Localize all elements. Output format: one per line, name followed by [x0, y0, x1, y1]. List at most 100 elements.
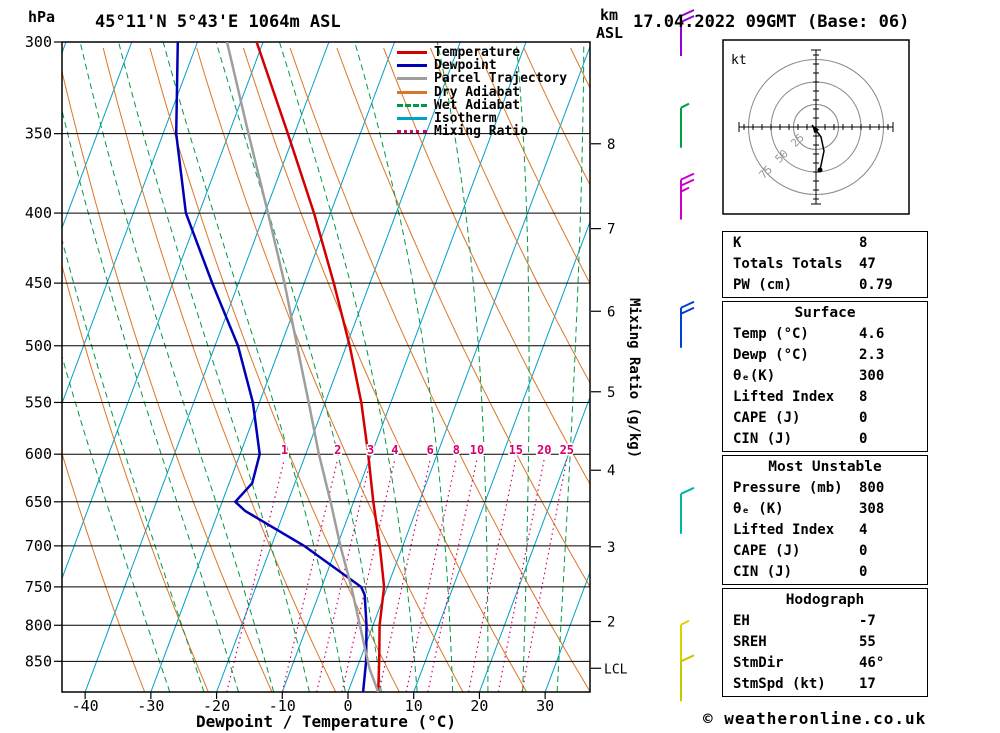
stat-value: 300: [859, 368, 885, 384]
stats-panel: Most Unstable Pressure (mb) 800 θₑ (K) 308 Li…: [722, 455, 928, 585]
temperature-curve: [255, 42, 386, 692]
svg-text:400: 400: [25, 204, 52, 222]
svg-text:700: 700: [25, 537, 52, 555]
legend-swatch-solid: [397, 90, 427, 94]
svg-text:650: 650: [25, 493, 52, 511]
legend-label: Parcel Trajectory: [434, 71, 568, 87]
wind-barb: [680, 486, 695, 534]
stat-label: CAPE (J): [733, 410, 801, 426]
stat-row: SREH 55: [723, 632, 927, 653]
legend-swatch-dotted: [397, 130, 427, 134]
stat-row: StmSpd (kt) 17: [723, 674, 927, 695]
wind-barb: [680, 619, 690, 665]
svg-text:LCL: LCL: [604, 662, 628, 677]
svg-text:350: 350: [25, 125, 52, 143]
stat-label: Totals Totals: [733, 256, 843, 272]
stat-label: SREH: [733, 634, 767, 650]
svg-text:0: 0: [343, 697, 352, 715]
stat-label: Temp (°C): [733, 326, 809, 342]
legend-item: Mixing Ratio: [397, 125, 567, 138]
stat-label: K: [733, 235, 742, 251]
svg-text:4: 4: [391, 443, 398, 457]
pressure-axis-unit: hPa: [28, 8, 56, 26]
svg-text:4: 4: [607, 463, 615, 479]
stat-label: Lifted Index: [733, 389, 835, 405]
svg-text:3: 3: [607, 540, 615, 556]
axis-tick-labels: 1 2 3 4 6 8 10 15 20 2530035040045050055060065070…: [25, 33, 628, 715]
page-title: 45°11'N 5°43'E 1064m ASL: [95, 12, 341, 32]
stat-label: θₑ(K): [733, 368, 776, 384]
svg-text:800: 800: [25, 616, 52, 634]
svg-text:300: 300: [25, 33, 52, 51]
svg-text:10: 10: [470, 443, 484, 457]
legend-swatch-solid: [397, 51, 427, 55]
svg-text:-10: -10: [269, 697, 296, 715]
svg-text:600: 600: [25, 445, 52, 463]
altitude-axis-unit-asl: ASL: [596, 24, 624, 42]
svg-text:8: 8: [453, 443, 460, 457]
stat-label: CIN (J): [733, 564, 793, 580]
svg-text:kt: kt: [731, 53, 747, 68]
legend-label: Temperature: [434, 45, 521, 61]
svg-text:10: 10: [405, 697, 423, 715]
sounding-curves: [174, 42, 386, 692]
x-axis-label: Dewpoint / Temperature (°C): [195, 712, 457, 731]
wind-barb: [680, 654, 695, 702]
stat-row: θₑ (K) 308: [723, 499, 927, 520]
stat-value: 8: [859, 389, 868, 405]
stat-label: StmSpd (kt): [733, 676, 826, 692]
stat-row: Pressure (mb) 800: [723, 478, 927, 499]
svg-text:6: 6: [607, 304, 615, 320]
svg-text:15: 15: [509, 443, 523, 457]
stat-label: StmDir: [733, 655, 784, 671]
svg-text:850: 850: [25, 652, 52, 670]
legend-item: Dry Adiabat: [397, 86, 567, 99]
stat-label: Pressure (mb): [733, 480, 843, 496]
svg-text:2: 2: [334, 443, 341, 457]
stat-value: 0: [859, 564, 868, 580]
svg-text:6: 6: [427, 443, 434, 457]
svg-text:750: 750: [25, 578, 52, 596]
legend-label: Wet Adiabat: [434, 97, 521, 113]
stat-row: CIN (J) 0: [723, 429, 927, 450]
legend-item: Temperature: [397, 46, 567, 59]
stats-panel-header: Surface: [794, 305, 856, 321]
legend-item: Wet Adiabat: [397, 99, 567, 112]
legend: Temperature Dewpoint Parcel Trajectory Dry …: [397, 46, 567, 138]
legend-label: Isotherm: [434, 111, 497, 127]
pressure-gridlines: [54, 41, 601, 699]
legend-item: Isotherm: [397, 112, 567, 125]
stat-label: CIN (J): [733, 431, 793, 447]
background-line-families: [62, 42, 590, 692]
svg-text:550: 550: [25, 393, 52, 411]
stat-value: 2.3: [859, 347, 885, 363]
legend-swatch-dashed: [397, 103, 427, 107]
svg-text:7: 7: [607, 222, 615, 238]
stats-panel: K 8 Totals Totals 47 PW (cm) 0.79: [722, 231, 928, 298]
stats-panels: K 8 Totals Totals 47 PW (cm) 0.79 Surface Temp …: [722, 231, 928, 700]
svg-text:-30: -30: [137, 697, 164, 715]
wind-barb: [680, 9, 695, 56]
legend-label: Dry Adiabat: [434, 84, 521, 100]
svg-text:3: 3: [367, 443, 374, 457]
stat-label: EH: [733, 613, 750, 629]
stat-label: Dewp (°C): [733, 347, 809, 363]
stat-value: 4: [859, 522, 868, 538]
wind-barb-column: [680, 9, 695, 702]
wind-barb: [680, 300, 695, 348]
wind-barb: [680, 102, 690, 148]
copyright: © weatheronline.co.uk: [703, 709, 927, 728]
stat-value: 0: [859, 431, 868, 447]
svg-text:-20: -20: [203, 697, 230, 715]
stat-row: θₑ(K) 300: [723, 366, 927, 387]
stat-label: PW (cm): [733, 277, 793, 293]
svg-text:1: 1: [281, 443, 288, 457]
legend-swatch-solid: [397, 117, 427, 121]
svg-text:-40: -40: [72, 697, 99, 715]
stat-value: 46°: [859, 655, 885, 671]
stat-label: CAPE (J): [733, 543, 801, 559]
legend-label: Dewpoint: [434, 58, 497, 74]
legend-swatch-solid: [397, 64, 427, 68]
stat-value: 308: [859, 501, 885, 517]
